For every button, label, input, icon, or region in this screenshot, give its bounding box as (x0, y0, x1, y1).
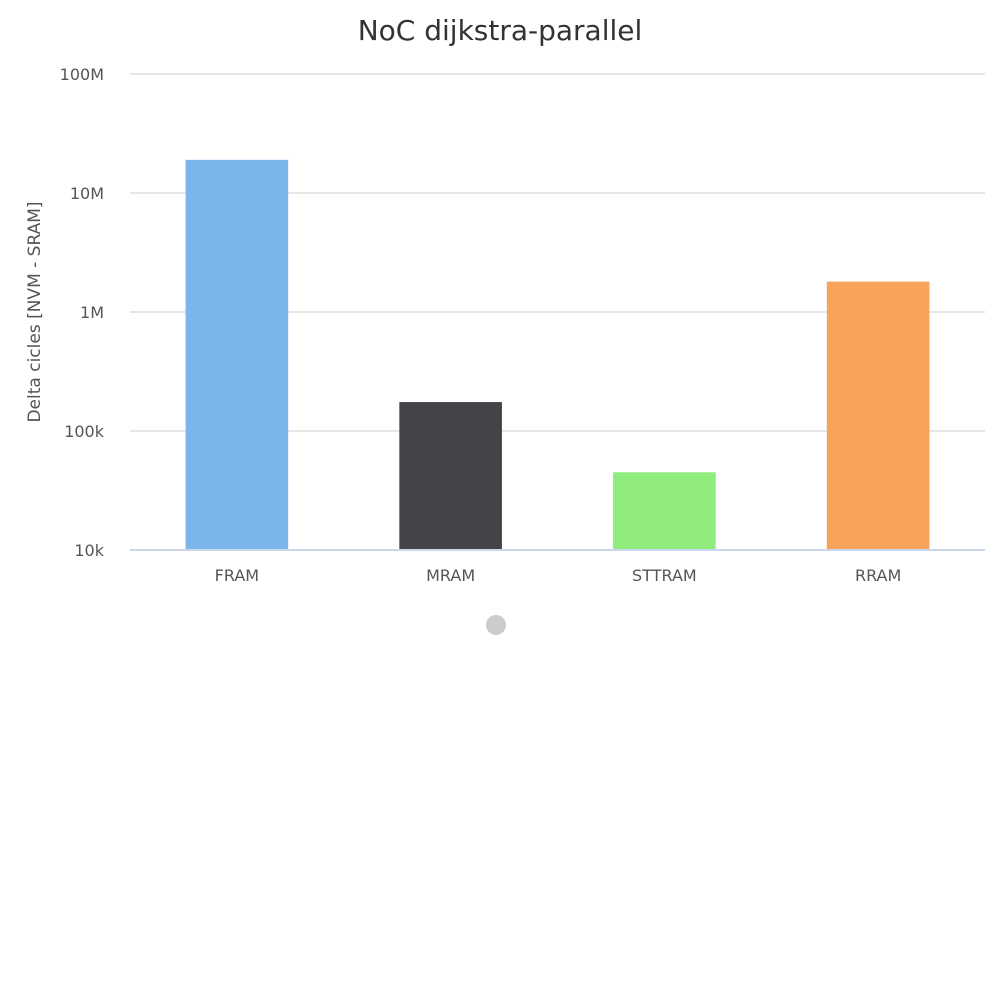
bar-rram[interactable] (826, 281, 930, 550)
x-tick-label: MRAM (426, 566, 475, 585)
chart-title: NoC dijkstra-parallel (358, 14, 643, 47)
y-tick-label: 1M (80, 303, 104, 322)
y-tick-label: 100M (60, 65, 104, 84)
bars (185, 159, 930, 551)
y-tick-label: 10k (74, 541, 104, 560)
x-tick-label: RRAM (855, 566, 901, 585)
bar-fram[interactable] (185, 159, 289, 551)
bar-sttram[interactable] (613, 472, 716, 550)
x-tick-label: FRAM (215, 566, 259, 585)
x-tick-label: STTRAM (632, 566, 697, 585)
x-axis-ticks: FRAM MRAM STTRAM RRAM (215, 566, 902, 585)
y-tick-label: 10M (70, 184, 104, 203)
pagination-dot[interactable] (486, 615, 506, 635)
y-axis-ticks: 10k 100k 1M 10M 100M (60, 65, 105, 560)
y-axis-title: Delta cicles [NVM - SRAM] (25, 201, 45, 422)
bar-mram[interactable] (399, 402, 502, 550)
y-tick-label: 100k (64, 422, 105, 441)
